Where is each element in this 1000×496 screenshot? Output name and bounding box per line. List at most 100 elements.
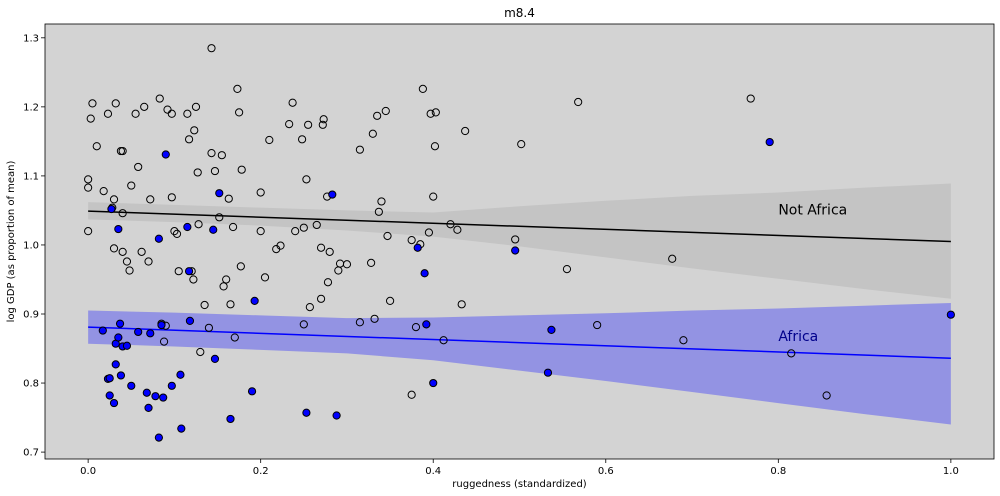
not-africa-point — [207, 44, 216, 53]
not-africa-point — [288, 98, 297, 107]
not-africa-point — [256, 227, 265, 236]
not-africa-point — [219, 282, 228, 291]
not-africa-point — [84, 227, 93, 236]
africa-point — [946, 310, 955, 319]
not-africa-point — [109, 244, 119, 253]
x-tick-label: 0.4 — [425, 466, 441, 477]
not-africa-point — [118, 146, 127, 156]
y-tick-label: 0.7 — [23, 448, 39, 459]
x-tick-label: 1.0 — [943, 466, 959, 477]
not-africa-point — [236, 262, 245, 271]
not-africa-point — [299, 223, 308, 232]
not-africa-point — [174, 267, 183, 276]
not-africa-point — [418, 84, 427, 94]
not-africa-point — [88, 99, 97, 108]
africa-point — [420, 269, 429, 278]
not-africa-point — [316, 243, 326, 252]
y-tick-label: 1.1 — [23, 171, 39, 182]
not-africa-point — [368, 129, 377, 138]
not-africa-point — [426, 109, 435, 118]
not-africa-point — [226, 300, 235, 309]
not-africa-point — [446, 220, 455, 229]
not-africa-point — [84, 175, 93, 184]
not-africa-point — [230, 333, 239, 342]
not-africa-point — [746, 94, 755, 103]
africa-point — [105, 374, 114, 383]
not-africa-point — [461, 126, 470, 136]
not-africa-point — [319, 115, 328, 124]
not-africa-point — [679, 336, 688, 345]
not-africa-point — [155, 94, 164, 103]
not-africa-point — [118, 209, 127, 218]
not-africa-point — [668, 254, 677, 263]
not-africa-point — [305, 302, 314, 312]
not-africa-point — [210, 166, 220, 176]
not-africa-point — [86, 114, 95, 123]
not-africa-point — [111, 99, 120, 108]
not-africa-point — [237, 165, 246, 174]
not-africa-point — [122, 257, 132, 266]
not-africa-point — [562, 265, 572, 274]
not-africa-point — [430, 142, 440, 151]
not-africa-point — [381, 106, 390, 116]
africa-point — [547, 325, 556, 334]
not-africa-point — [355, 145, 364, 154]
africa-point — [215, 189, 224, 198]
not-africa-point — [367, 258, 376, 268]
not-africa-point — [355, 318, 364, 327]
not-africa-point — [217, 151, 226, 160]
africa-point — [422, 320, 431, 329]
not-africa-point — [159, 337, 169, 346]
not-africa-point — [99, 186, 108, 196]
not-africa-point — [511, 235, 520, 244]
not-africa-point — [370, 314, 379, 323]
not-africa-band — [88, 183, 951, 299]
africa-point — [107, 204, 116, 214]
plot-frame — [44, 23, 995, 460]
not-africa-point — [312, 220, 321, 230]
y-tick-label: 1.0 — [23, 240, 39, 251]
africa-point — [176, 370, 185, 379]
not-africa-point — [517, 140, 526, 149]
not-africa-point — [302, 175, 311, 184]
y-tick-label: 1.2 — [23, 102, 39, 113]
not-africa-point — [260, 273, 270, 282]
not-africa-point — [385, 296, 395, 305]
not-africa-point — [593, 320, 602, 330]
africa-point — [332, 411, 341, 420]
not-africa-point — [200, 300, 209, 310]
africa-point — [105, 391, 114, 400]
africa-point — [247, 387, 257, 396]
africa-point — [511, 246, 520, 255]
y-axis-label: log GDP (as proportion of mean) — [6, 160, 17, 322]
not-africa-point — [407, 390, 416, 399]
africa-point — [413, 243, 422, 252]
not-africa-point — [131, 109, 140, 118]
africa-point — [159, 393, 168, 402]
africa-point — [429, 378, 438, 388]
not-africa-point — [146, 195, 155, 204]
not-africa-point — [457, 300, 466, 309]
africa-point — [114, 333, 123, 342]
not-africa-point — [411, 323, 421, 332]
africa-point — [111, 360, 120, 369]
not-africa-point — [92, 142, 101, 151]
africa-point — [144, 403, 153, 413]
series-annotation: Africa — [778, 329, 818, 345]
not-africa-point — [377, 197, 386, 206]
not-africa-point — [118, 247, 127, 256]
not-africa-point — [431, 108, 440, 117]
africa-point — [109, 398, 119, 408]
not-africa-point — [109, 195, 119, 204]
not-africa-point — [167, 109, 176, 118]
not-africa-point — [196, 347, 205, 357]
africa-point — [98, 326, 107, 335]
not-africa-point — [373, 111, 382, 120]
not-africa-point — [439, 336, 448, 345]
not-africa-point — [383, 231, 392, 241]
africa-point — [115, 319, 125, 328]
africa-regression-line — [88, 326, 951, 359]
not-africa-point — [222, 275, 231, 284]
not-africa-point — [276, 241, 285, 250]
